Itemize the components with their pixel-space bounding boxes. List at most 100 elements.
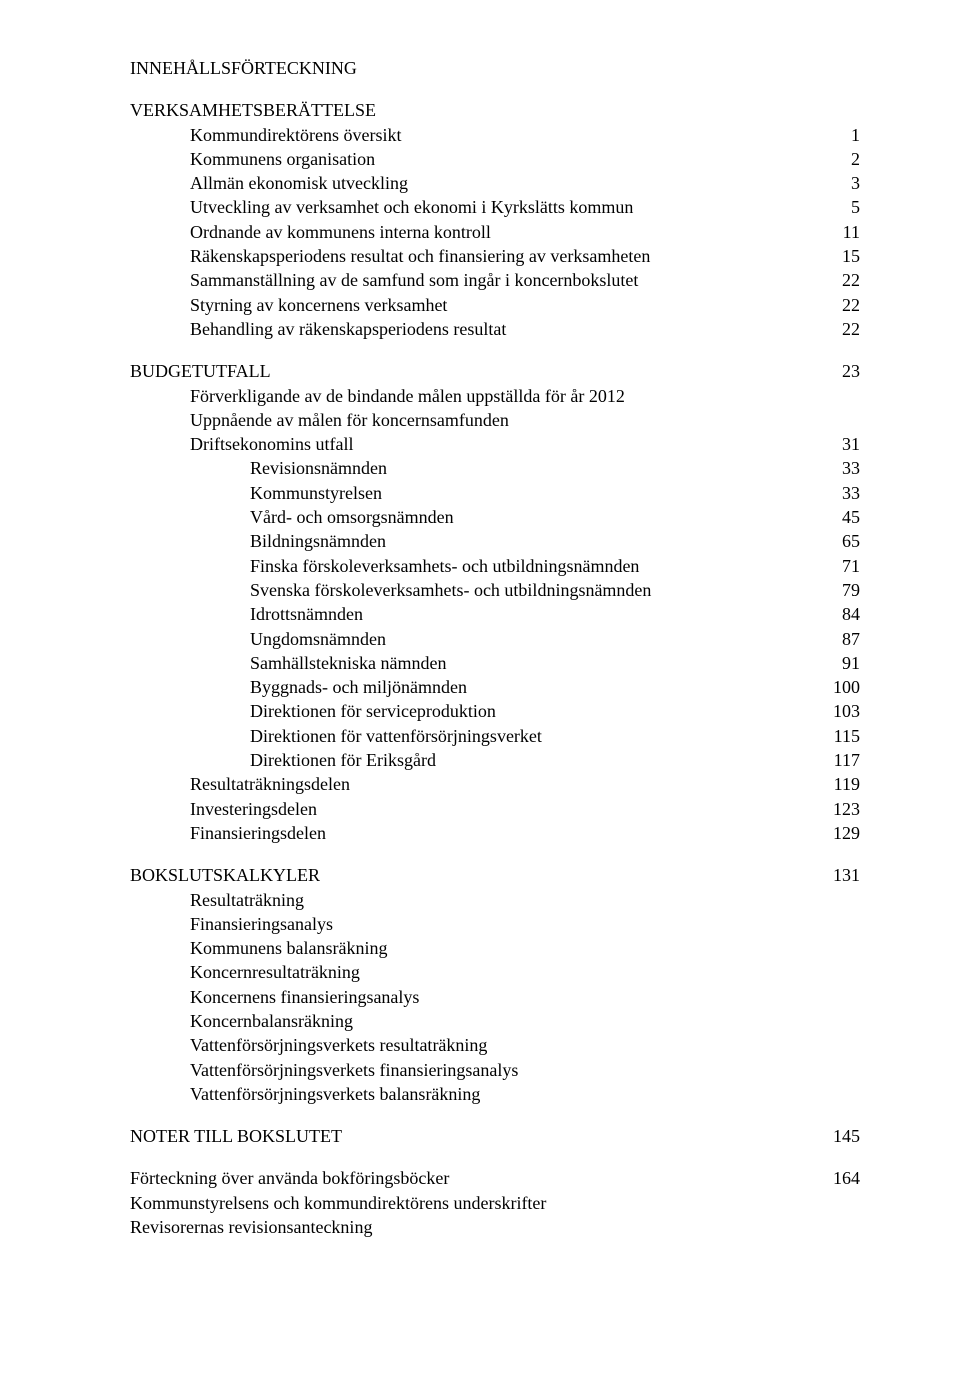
toc-title: INNEHÅLLSFÖRTECKNING: [130, 56, 860, 80]
toc-entry: Ordnande av kommunens interna kontroll11: [130, 220, 860, 244]
toc-label: Bildningsnämnden: [250, 529, 820, 553]
toc-page: 22: [820, 317, 860, 341]
toc-entry: Driftsekonomins utfall31: [130, 432, 860, 456]
toc-label: Direktionen för serviceproduktion: [250, 699, 820, 723]
toc-label: Investeringsdelen: [190, 797, 820, 821]
toc-label: Byggnads- och miljönämnden: [250, 675, 820, 699]
toc-entry: Direktionen för serviceproduktion103: [130, 699, 860, 723]
toc-entry: Resultaträkningsdelen119: [130, 772, 860, 796]
toc-page: 33: [820, 481, 860, 505]
toc-entry: Samhällstekniska nämnden91: [130, 651, 860, 675]
toc-label: Koncernbalansräkning: [190, 1009, 860, 1033]
toc-label: Sammanställning av de samfund som ingår …: [190, 268, 820, 292]
toc-entry: Vattenförsörjningsverkets finansieringsa…: [130, 1058, 860, 1082]
toc-entry: Räkenskapsperiodens resultat och finansi…: [130, 244, 860, 268]
noter-label: NOTER TILL BOKSLUTET: [130, 1124, 820, 1148]
toc-label: Samhällstekniska nämnden: [250, 651, 820, 675]
toc-page: 119: [820, 772, 860, 796]
toc-label: Svenska förskoleverksamhets- och utbildn…: [250, 578, 820, 602]
toc-label: Uppnående av målen för koncernsamfunden: [190, 408, 860, 432]
forteckning-entry: Förteckning över använda bokföringsböcke…: [130, 1166, 860, 1190]
toc-label: Koncernresultaträkning: [190, 960, 860, 984]
toc-label: Idrottsnämnden: [250, 602, 820, 626]
toc-entry: Byggnads- och miljönämnden100: [130, 675, 860, 699]
toc-page: 11: [820, 220, 860, 244]
toc-label: Resultaträkning: [190, 888, 860, 912]
toc-page: 103: [820, 699, 860, 723]
toc-label: Vård- och omsorgsnämnden: [250, 505, 820, 529]
toc-label: Direktionen för vattenförsörjningsverket: [250, 724, 820, 748]
toc-label: Vattenförsörjningsverkets finansieringsa…: [190, 1058, 860, 1082]
tail-entry: Revisorernas revisionsanteckning: [130, 1215, 860, 1239]
toc-entry: Revisionsnämnden33: [130, 456, 860, 480]
toc-label: Direktionen för Eriksgård: [250, 748, 820, 772]
tail-entry: Kommunstyrelsens och kommundirektörens u…: [130, 1191, 860, 1215]
toc-label: Finansieringsanalys: [190, 912, 860, 936]
toc-label: Räkenskapsperiodens resultat och finansi…: [190, 244, 820, 268]
noter-entry: NOTER TILL BOKSLUTET 145: [130, 1124, 860, 1148]
toc-entry: Bildningsnämnden65: [130, 529, 860, 553]
toc-entry: Kommunens balansräkning: [130, 936, 860, 960]
toc-page: 3: [820, 171, 860, 195]
toc-page: 71: [820, 554, 860, 578]
section-verk-heading: VERKSAMHETSBERÄTTELSE: [130, 98, 860, 122]
toc-entry: Ungdomsnämnden87: [130, 627, 860, 651]
toc-label: Vattenförsörjningsverkets balansräkning: [190, 1082, 860, 1106]
toc-entry: Finska förskoleverksamhets- och utbildni…: [130, 554, 860, 578]
toc-page: 123: [820, 797, 860, 821]
toc-page: 87: [820, 627, 860, 651]
toc-page: 117: [820, 748, 860, 772]
toc-entry: Koncernens finansieringsanalys: [130, 985, 860, 1009]
toc-entry: Koncernbalansräkning: [130, 1009, 860, 1033]
toc-entry: Uppnående av målen för koncernsamfunden: [130, 408, 860, 432]
toc-page: 15: [820, 244, 860, 268]
toc-entry: Vattenförsörjningsverkets resultaträknin…: [130, 1033, 860, 1057]
toc-label: Finska förskoleverksamhets- och utbildni…: [250, 554, 820, 578]
section-budget-heading-page: 23: [820, 359, 860, 383]
toc-entry: Kommunstyrelsen33: [130, 481, 860, 505]
toc-entry: Styrning av koncernens verksamhet22: [130, 293, 860, 317]
toc-label: Behandling av räkenskapsperiodens result…: [190, 317, 820, 341]
toc-label: Ordnande av kommunens interna kontroll: [190, 220, 820, 244]
toc-entry: Koncernresultaträkning: [130, 960, 860, 984]
toc-page: 91: [820, 651, 860, 675]
toc-page: 129: [820, 821, 860, 845]
toc-title-text: INNEHÅLLSFÖRTECKNING: [130, 56, 860, 80]
toc-page: 84: [820, 602, 860, 626]
toc-page: 5: [820, 195, 860, 219]
toc-label: Resultaträkningsdelen: [190, 772, 820, 796]
toc-label: Kommunens balansräkning: [190, 936, 860, 960]
toc-entry: Vård- och omsorgsnämnden45: [130, 505, 860, 529]
toc-page: 22: [820, 268, 860, 292]
toc-label: Kommunstyrelsen: [250, 481, 820, 505]
toc-page: 2: [820, 147, 860, 171]
section-bokslut-heading: BOKSLUTSKALKYLER 131: [130, 863, 860, 887]
forteckning-label: Förteckning över använda bokföringsböcke…: [130, 1166, 820, 1190]
toc-entry: Investeringsdelen123: [130, 797, 860, 821]
toc-label: Utveckling av verksamhet och ekonomi i K…: [190, 195, 820, 219]
toc-entry: Direktionen för Eriksgård117: [130, 748, 860, 772]
section-budget-heading: BUDGETUTFALL 23: [130, 359, 860, 383]
toc-label: Kommunens organisation: [190, 147, 820, 171]
toc-label: Vattenförsörjningsverkets resultaträknin…: [190, 1033, 860, 1057]
section-budget-heading-text: BUDGETUTFALL: [130, 359, 820, 383]
toc-label: Driftsekonomins utfall: [190, 432, 820, 456]
toc-label: Koncernens finansieringsanalys: [190, 985, 860, 1009]
toc-page: 22: [820, 293, 860, 317]
toc-label: Styrning av koncernens verksamhet: [190, 293, 820, 317]
toc-entry: Svenska förskoleverksamhets- och utbildn…: [130, 578, 860, 602]
toc-entry: Kommunens organisation2: [130, 147, 860, 171]
toc-entry: Utveckling av verksamhet och ekonomi i K…: [130, 195, 860, 219]
section-bokslut-heading-text: BOKSLUTSKALKYLER: [130, 863, 820, 887]
toc-page: 115: [820, 724, 860, 748]
toc-entry: Idrottsnämnden84: [130, 602, 860, 626]
toc-label: Allmän ekonomisk utveckling: [190, 171, 820, 195]
toc-entry: Finansieringsanalys: [130, 912, 860, 936]
toc-entry: Vattenförsörjningsverkets balansräkning: [130, 1082, 860, 1106]
tail-label: Revisorernas revisionsanteckning: [130, 1215, 860, 1239]
toc-entry: Resultaträkning: [130, 888, 860, 912]
toc-entry: Finansieringsdelen129: [130, 821, 860, 845]
forteckning-page: 164: [820, 1166, 860, 1190]
tail-label: Kommunstyrelsens och kommundirektörens u…: [130, 1191, 860, 1215]
toc-label: Ungdomsnämnden: [250, 627, 820, 651]
